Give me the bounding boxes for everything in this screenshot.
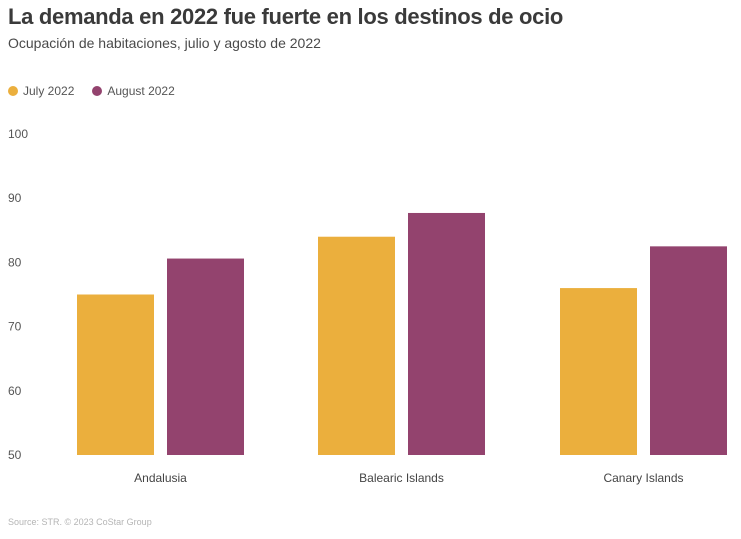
legend-swatch-august xyxy=(92,86,103,96)
chart-title: La demanda en 2022 fue fuerte en los des… xyxy=(8,4,564,29)
y-tick-label: 100 xyxy=(8,127,28,141)
legend-item-july: July 2022 xyxy=(8,84,74,98)
y-tick-label: 80 xyxy=(8,255,22,269)
legend-item-august: August 2022 xyxy=(92,84,175,98)
legend-swatch-july xyxy=(8,86,18,96)
bar-balearic-islands-july xyxy=(318,236,395,455)
legend: July 2022 August 2022 xyxy=(8,84,193,98)
bar-balearic-islands-august xyxy=(408,212,485,455)
y-tick-label: 90 xyxy=(8,191,22,205)
legend-label-august: August 2022 xyxy=(107,84,175,98)
x-category-label: Canary Islands xyxy=(603,471,683,485)
bar-andalusia-august xyxy=(167,258,244,455)
y-tick-label: 50 xyxy=(8,448,22,462)
chart-subtitle: Ocupación de habitaciones, julio y agost… xyxy=(8,35,321,51)
x-category-label: Balearic Islands xyxy=(359,471,444,485)
bar-canary-islands-august xyxy=(650,246,727,455)
x-category-label: Andalusia xyxy=(134,471,187,485)
y-tick-label: 70 xyxy=(8,320,22,334)
legend-label-july: July 2022 xyxy=(23,84,75,98)
bar-andalusia-july xyxy=(77,294,154,455)
y-tick-label: 60 xyxy=(8,384,22,398)
bar-canary-islands-july xyxy=(560,288,637,455)
source-note: Source: STR. © 2023 CoStar Group xyxy=(8,517,152,527)
